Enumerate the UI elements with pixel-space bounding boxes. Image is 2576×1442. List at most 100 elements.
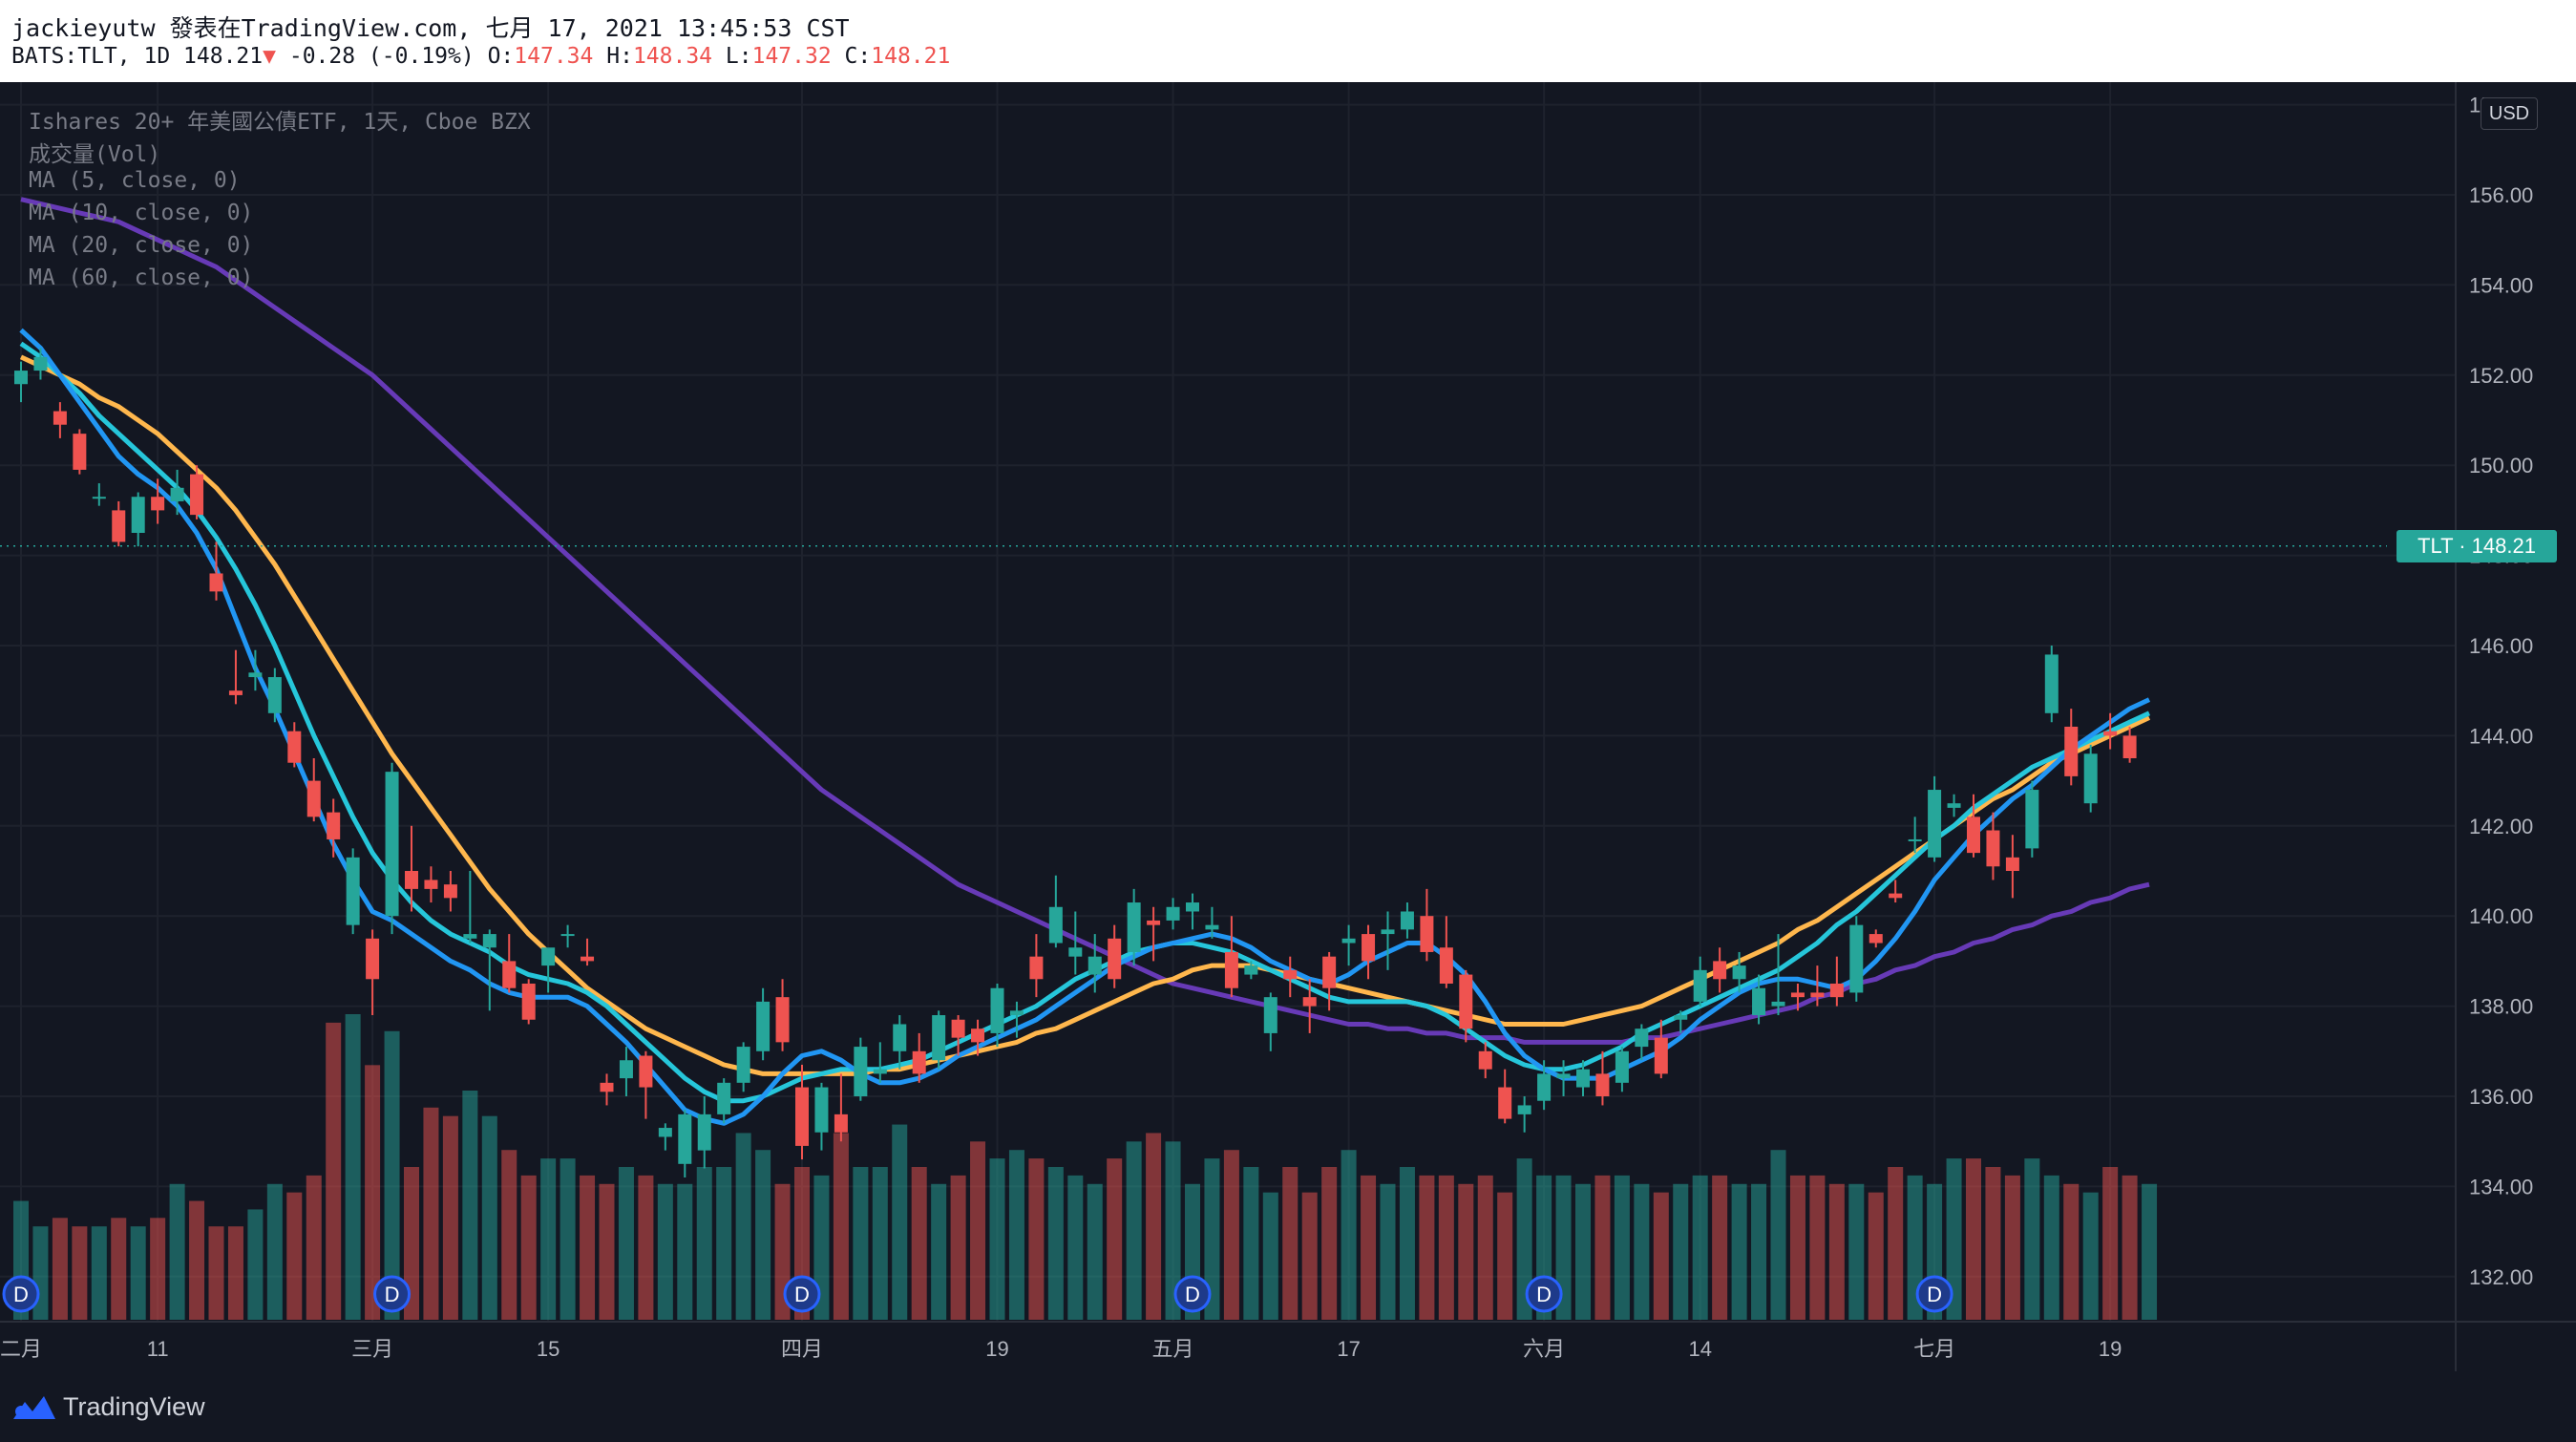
volume-bar	[1731, 1183, 1747, 1320]
volume-bar	[404, 1167, 419, 1320]
candle-body	[1537, 1073, 1552, 1101]
candle	[1127, 888, 1141, 966]
volume-bar	[813, 1175, 830, 1320]
dividend-label: D	[1185, 1283, 1200, 1306]
candle-body	[1967, 816, 1980, 854]
dividend-marker: D	[1915, 1275, 1953, 1313]
candle	[1576, 1060, 1590, 1096]
candle	[1556, 1060, 1571, 1096]
candle	[443, 871, 457, 912]
candle-body	[1849, 924, 1864, 993]
candle-body	[619, 1060, 633, 1079]
candle-body	[502, 961, 517, 988]
volume-bars	[13, 1014, 2158, 1320]
volume-bar	[1555, 1175, 1572, 1320]
volume-bar	[1985, 1167, 2001, 1320]
volume-bar	[1516, 1158, 1532, 1320]
candle-body	[1186, 902, 1199, 912]
volume-bar	[677, 1183, 693, 1320]
price-tick-label: 138.00	[2469, 995, 2533, 1019]
candle-body	[756, 1001, 771, 1051]
legend-title[interactable]: Ishares 20+ 年美國公債ETF, 1天, Cboe BZX	[29, 110, 531, 135]
volume-bar	[208, 1226, 224, 1320]
candle	[1693, 956, 1707, 1007]
volume-bar	[1126, 1141, 1142, 1320]
legend-ma10[interactable]: MA (10, close, 0)	[29, 201, 254, 225]
candle	[1420, 888, 1434, 962]
volume-bar	[1789, 1175, 1805, 1320]
candle-body	[287, 731, 302, 763]
candle-body	[678, 1113, 692, 1164]
candle	[678, 1110, 692, 1177]
price-tick-label: 140.00	[2469, 904, 2533, 928]
candle	[482, 929, 496, 1011]
time-tick-label: 二月	[0, 1337, 42, 1361]
candle-body	[1127, 902, 1141, 952]
candle	[1205, 906, 1219, 939]
candle	[1517, 1096, 1531, 1133]
dividend-icon	[783, 1275, 821, 1313]
candle-body	[1400, 911, 1414, 930]
candle-body	[1322, 956, 1337, 988]
high-label: H:	[606, 44, 633, 69]
candle-body	[1947, 803, 1961, 808]
volume-bar	[735, 1133, 751, 1320]
legend-volume[interactable]: 成交量(Vol)	[29, 142, 161, 167]
ma5-line	[19, 328, 2151, 1126]
candle-body	[1732, 965, 1746, 980]
currency-button[interactable]: USD	[2481, 97, 2538, 130]
price-tick-label: 150.00	[2469, 454, 2533, 477]
ohlc-line: BATS:TLT, 1D 148.21▼ -0.28 (-0.19%) O:14…	[11, 44, 950, 69]
dividend-label: D	[385, 1283, 400, 1306]
candle	[1478, 1042, 1492, 1079]
volume-bar	[1653, 1192, 1669, 1320]
candle-body	[1908, 838, 1922, 841]
candle-body	[209, 573, 223, 592]
volume-bar	[892, 1124, 908, 1320]
candle	[463, 871, 477, 944]
publish-datetime: 七月 17, 2021 13:45:53 CST	[485, 14, 850, 42]
legend-ma5[interactable]: MA (5, close, 0)	[29, 168, 241, 193]
candle-body	[581, 956, 595, 962]
volume-bar	[580, 1175, 596, 1320]
ma60-line	[20, 197, 2150, 1045]
candle	[521, 979, 536, 1025]
volume-bar	[853, 1167, 869, 1320]
username[interactable]: jackieyutw	[11, 14, 156, 42]
published-text: 發表在TradingView.com,	[169, 14, 472, 42]
volume-bar	[1888, 1167, 1904, 1320]
legend-ma60[interactable]: MA (60, close, 0)	[29, 265, 254, 290]
candle-body	[1048, 906, 1063, 944]
volume-bar	[286, 1192, 303, 1320]
candle	[1166, 898, 1180, 930]
time-axis[interactable]: 二月 11 三月 15 四月 19 五月 17 六月 14 七月 19	[0, 1337, 2122, 1361]
dividend-marker: D	[1525, 1275, 1563, 1313]
candle-body	[1459, 974, 1473, 1029]
candle-body	[951, 1019, 965, 1038]
candle-body	[1263, 997, 1277, 1033]
dividend-marker: D	[2, 1275, 40, 1313]
tradingview-brand[interactable]: TradingView	[63, 1392, 205, 1421]
candle	[1087, 934, 1102, 993]
candle-body	[131, 497, 145, 533]
volume-bar	[833, 1133, 849, 1320]
candle	[1537, 1060, 1552, 1111]
volume-bar	[2043, 1175, 2059, 1320]
candle	[209, 541, 223, 601]
volume-bar	[2142, 1183, 2158, 1320]
legend-ma20[interactable]: MA (20, close, 0)	[29, 233, 254, 258]
price-tick-label: 136.00	[2469, 1085, 2533, 1109]
candle-body	[2122, 735, 2137, 758]
candle-body	[1713, 961, 1727, 980]
candle-body	[1771, 1001, 1785, 1007]
candle	[2122, 726, 2137, 763]
volume-bar	[1321, 1167, 1338, 1320]
candle	[1459, 969, 1473, 1043]
candle	[502, 934, 517, 993]
time-tick-label: 五月	[1152, 1337, 1194, 1361]
price-chart[interactable]: D D D D D D 132.00 134.00 136.00 138.00 140.00 142…	[0, 82, 2576, 1371]
symbol-label: BATS:TLT, 1D	[11, 44, 171, 69]
candle-body	[2005, 857, 2019, 871]
volume-bar	[150, 1218, 166, 1320]
